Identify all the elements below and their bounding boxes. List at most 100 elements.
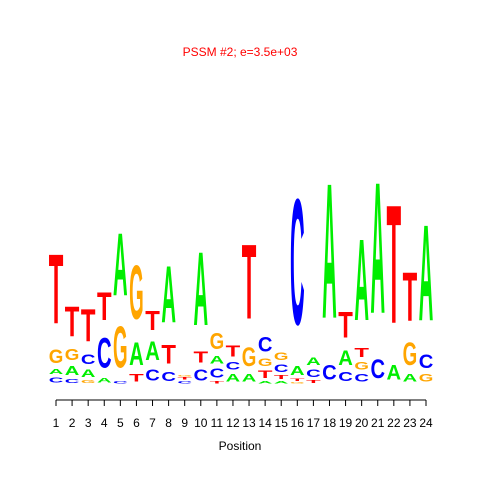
logo-letter: A (274, 381, 289, 385)
logo-letter: A (338, 346, 353, 370)
logo-letter: G (419, 373, 434, 385)
logo-letter: A (258, 381, 273, 385)
logo-letter: C (226, 360, 241, 372)
logo-letter: C (49, 376, 64, 384)
logo-letter: T (258, 368, 273, 380)
x-tick-label: 14 (258, 416, 272, 430)
chart-title: PSSM #2; e=3.5e+03 (183, 45, 298, 59)
x-tick-label: 13 (242, 416, 256, 430)
logo-letter: T (97, 284, 112, 329)
logo-letter: A (97, 377, 112, 384)
x-tick-label: 24 (419, 416, 433, 430)
x-tick-label: 9 (181, 416, 188, 430)
logo-letter: C (81, 351, 96, 367)
logo-letter: C (290, 162, 305, 363)
x-tick-label: 6 (133, 416, 140, 430)
logo-letter: G (242, 342, 257, 372)
logo-letter: G (113, 315, 128, 381)
logo-letter: A (113, 215, 128, 314)
logo-letter: A (210, 354, 225, 366)
logo-letter: T (354, 346, 369, 360)
logo-letter: A (81, 368, 96, 380)
logo-letter: C (161, 370, 176, 384)
x-tick-label: 3 (85, 416, 92, 430)
logo-letter: T (306, 379, 321, 384)
x-tick-label: 1 (53, 416, 60, 430)
logo-letter: G (290, 382, 305, 384)
logo-letter: A (354, 216, 369, 346)
logo-letter: C (113, 381, 128, 385)
x-tick-label: 12 (226, 416, 240, 430)
logo-letter: C (145, 365, 160, 383)
x-tick-label: 21 (371, 416, 385, 430)
logo-letter: A (242, 372, 257, 384)
logo-letter: T (387, 170, 402, 359)
logo-letter: C (419, 351, 434, 372)
logo-letter: T (145, 306, 160, 336)
logo-letter: A (322, 145, 337, 360)
logo-letter: A (161, 251, 176, 340)
x-tick-label: 22 (387, 416, 401, 430)
x-tick-label: 10 (194, 416, 208, 430)
logo-letter: A (419, 196, 434, 350)
logo-letter: T (290, 378, 305, 382)
logo-letter: C (370, 356, 385, 385)
logo-letter: C (322, 361, 337, 385)
logo-letter: T (129, 372, 144, 384)
logo-letter: A (370, 144, 385, 354)
x-tick-label: 17 (307, 416, 321, 430)
x-tick-label: 16 (291, 416, 305, 430)
logo-letter: C (338, 370, 353, 384)
logo-letter: A (49, 368, 64, 376)
logo-letter: A (403, 372, 418, 384)
logo-letter: G (403, 336, 418, 373)
logo-letter: G (354, 361, 369, 373)
logo-letter: A (193, 232, 208, 349)
logo-letter: T (226, 343, 241, 360)
logo-letter: G (65, 345, 80, 363)
logo-letter: T (403, 259, 418, 337)
logo-letter: A (226, 372, 241, 384)
logo-letter: G (210, 328, 225, 355)
logo-letter: T (242, 223, 257, 342)
logo-letter: G (258, 357, 273, 369)
logo-letter: G (177, 374, 192, 376)
logo-letter: T (81, 300, 96, 351)
x-tick-label: 4 (101, 416, 108, 430)
logo-letter: G (274, 351, 289, 363)
x-tick-label: 7 (149, 416, 156, 430)
logo-letter: T (65, 299, 80, 346)
logo-letter: G (49, 347, 64, 368)
logo-letter: G (129, 249, 144, 336)
x-tick-label: 20 (355, 416, 369, 430)
logo-letter: C (97, 330, 112, 377)
x-tick-label: 15 (275, 416, 289, 430)
logo-letter: C (354, 372, 369, 384)
logo-letter: C (65, 378, 80, 384)
logo-letter: A (290, 364, 305, 378)
x-tick-label: 11 (211, 416, 224, 430)
x-tick-label: 5 (117, 416, 124, 430)
logo-letter: A (65, 364, 80, 378)
logo-letter: A (306, 356, 321, 368)
x-tick-label: 19 (339, 416, 353, 430)
logo-letter: A (129, 336, 144, 372)
logo-letter: C (177, 381, 192, 385)
logo-letter: T (161, 340, 176, 370)
logo-letter: T (193, 349, 208, 366)
logo-letter: G (81, 379, 96, 384)
logo-letter: C (274, 363, 289, 375)
logo-letter: T (338, 304, 353, 346)
logo-letter: T (49, 234, 64, 345)
logo-letter: A (387, 361, 402, 385)
logo-letter: C (193, 365, 208, 383)
logo-letter: C (258, 333, 273, 357)
logo-letter: T (177, 377, 192, 381)
x-tick-label: 2 (69, 416, 76, 430)
logo-letter: A (145, 338, 160, 367)
x-tick-label: 8 (165, 416, 172, 430)
x-tick-label: 23 (403, 416, 417, 430)
logo-letter: T (274, 374, 289, 380)
x-tick-label: 18 (323, 416, 337, 430)
